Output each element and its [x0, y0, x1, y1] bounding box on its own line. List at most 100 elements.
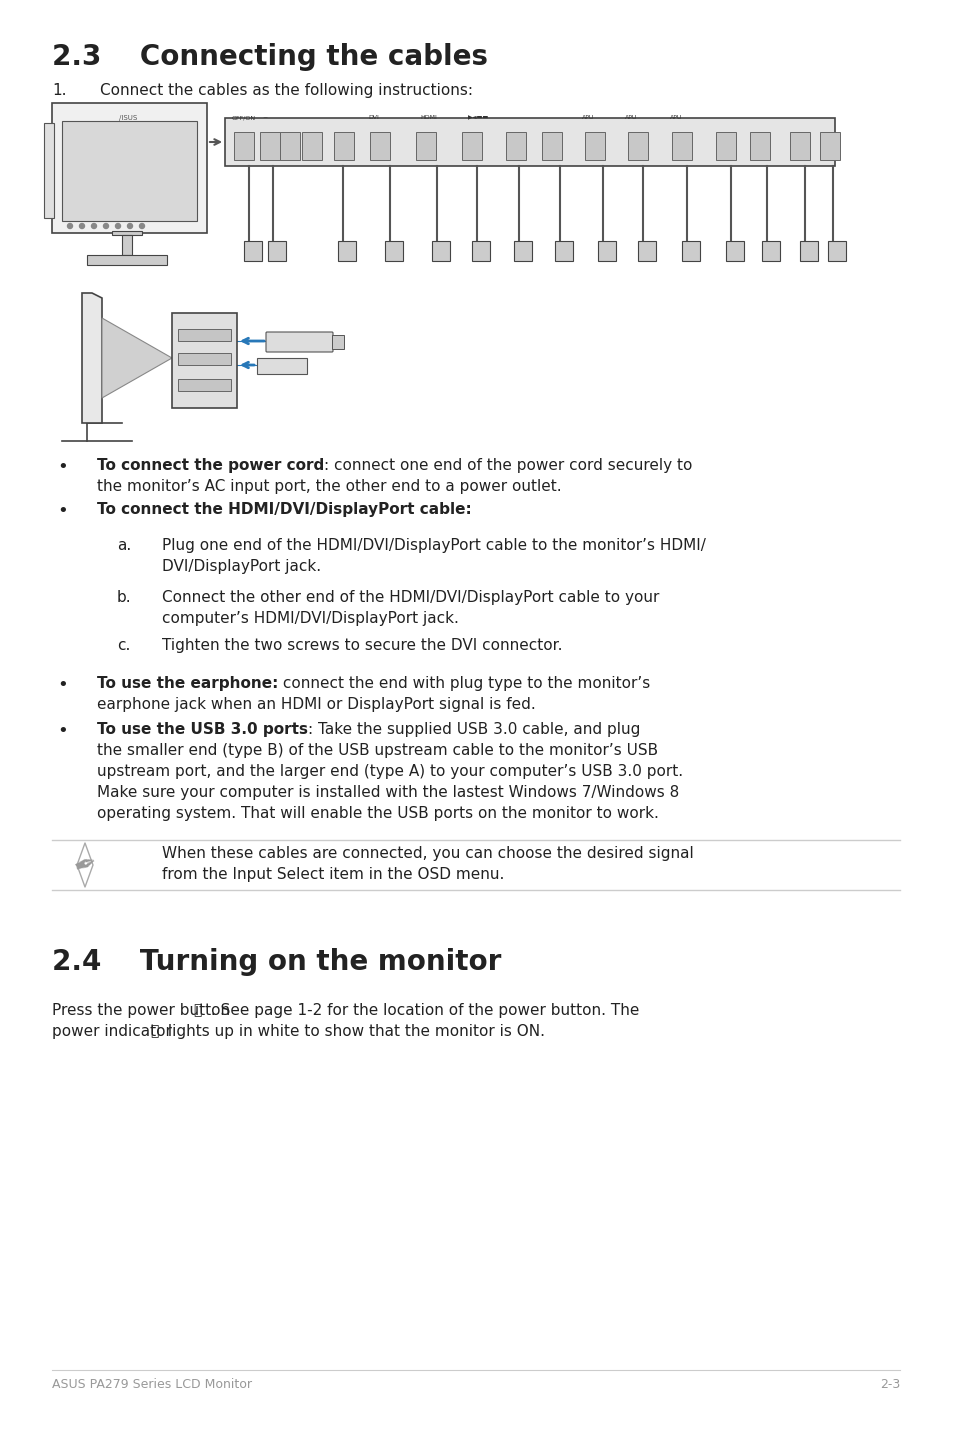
Bar	[233, 132, 253, 160]
Bar	[716, 132, 735, 160]
Text: To connect the power cord: To connect the power cord	[97, 457, 324, 473]
Text: To use the earphone:: To use the earphone:	[97, 676, 278, 692]
Bar	[416, 132, 436, 160]
Text: from the Input Select item in the OSD menu.: from the Input Select item in the OSD me…	[162, 867, 504, 881]
Text: To connect the HDMI/DVI/DisplayPort cable:: To connect the HDMI/DVI/DisplayPort cabl…	[97, 502, 471, 518]
Bar	[671, 132, 691, 160]
Text: 2-3: 2-3	[879, 1378, 899, 1391]
Text: upstream port, and the larger end (type A) to your computer’s USB 3.0 port.: upstream port, and the larger end (type …	[97, 764, 682, 779]
Text: Press the power button: Press the power button	[52, 1002, 234, 1018]
Text: Tighten the two screws to secure the DVI connector.: Tighten the two screws to secure the DVI…	[162, 638, 562, 653]
Bar	[584, 132, 604, 160]
Text: Connect the other end of the HDMI/DVI/DisplayPort cable to your: Connect the other end of the HDMI/DVI/Di…	[162, 590, 659, 605]
Circle shape	[79, 223, 85, 229]
Circle shape	[128, 223, 132, 229]
Circle shape	[139, 223, 144, 229]
Bar	[172, 313, 236, 408]
Bar	[178, 329, 231, 341]
Text: c.: c.	[117, 638, 131, 653]
Text: APU: APU	[624, 115, 637, 119]
Bar	[432, 242, 450, 262]
Text: computer’s HDMI/DVI/DisplayPort jack.: computer’s HDMI/DVI/DisplayPort jack.	[162, 611, 458, 626]
Text: . See page 1-2 for the location of the power button. The: . See page 1-2 for the location of the p…	[206, 1002, 639, 1018]
Bar	[472, 242, 490, 262]
Text: When these cables are connected, you can choose the desired signal: When these cables are connected, you can…	[162, 846, 693, 861]
Text: earphone jack when an HDMI or DisplayPort signal is fed.: earphone jack when an HDMI or DisplayPor…	[97, 697, 536, 712]
Text: Connect the cables as the following instructions:: Connect the cables as the following inst…	[100, 83, 473, 98]
Bar	[820, 132, 840, 160]
Text: ⏻: ⏻	[193, 1002, 202, 1017]
Bar	[827, 242, 845, 262]
Text: 2.4    Turning on the monitor: 2.4 Turning on the monitor	[52, 948, 501, 976]
Text: To use the USB 3.0 ports: To use the USB 3.0 ports	[97, 722, 308, 738]
Bar	[761, 242, 780, 262]
Bar	[178, 380, 231, 391]
Text: a.: a.	[117, 538, 132, 554]
Text: the smaller end (type B) of the USB upstream cable to the monitor’s USB: the smaller end (type B) of the USB upst…	[97, 743, 658, 758]
Bar	[337, 242, 355, 262]
Bar	[385, 242, 402, 262]
Circle shape	[68, 223, 72, 229]
Bar	[268, 242, 286, 262]
Bar	[62, 121, 196, 221]
Bar	[178, 352, 231, 365]
Bar	[370, 132, 390, 160]
Circle shape	[103, 223, 109, 229]
Bar	[334, 132, 354, 160]
Text: lights up in white to show that the monitor is ON.: lights up in white to show that the moni…	[163, 1024, 545, 1040]
Bar	[44, 124, 54, 219]
Bar	[332, 335, 344, 349]
Text: b.: b.	[117, 590, 132, 605]
Bar	[225, 118, 834, 165]
Bar	[122, 234, 132, 255]
Bar	[749, 132, 769, 160]
Text: ✒: ✒	[70, 848, 101, 881]
Text: : connect one end of the power cord securely to: : connect one end of the power cord secu…	[324, 457, 692, 473]
Text: 2.3    Connecting the cables: 2.3 Connecting the cables	[52, 43, 488, 70]
Bar	[725, 242, 743, 262]
Text: operating system. That will enable the USB ports on the monitor to work.: operating system. That will enable the U…	[97, 807, 659, 821]
Polygon shape	[102, 318, 172, 398]
Text: •: •	[57, 676, 68, 695]
Text: DVI: DVI	[368, 115, 378, 119]
Bar	[87, 255, 167, 265]
Bar	[800, 242, 817, 262]
Text: Plug one end of the HDMI/DVI/DisplayPort cable to the monitor’s HDMI/: Plug one end of the HDMI/DVI/DisplayPort…	[162, 538, 705, 554]
Bar	[555, 242, 573, 262]
Bar	[461, 132, 481, 160]
Bar	[505, 132, 525, 160]
Bar	[598, 242, 616, 262]
Circle shape	[115, 223, 120, 229]
Text: the monitor’s AC input port, the other end to a power outlet.: the monitor’s AC input port, the other e…	[97, 479, 561, 495]
Text: APU: APU	[581, 115, 594, 119]
Text: : Take the supplied USB 3.0 cable, and plug: : Take the supplied USB 3.0 cable, and p…	[308, 722, 639, 738]
Text: •: •	[57, 722, 68, 741]
Text: HDMI: HDMI	[419, 115, 436, 119]
Text: D---1: D---1	[265, 362, 278, 368]
Text: 1.: 1.	[52, 83, 67, 98]
Bar	[541, 132, 561, 160]
Bar	[244, 242, 262, 262]
Polygon shape	[82, 293, 102, 423]
Bar	[260, 132, 280, 160]
Text: ~: ~	[262, 115, 267, 119]
Text: •: •	[57, 457, 68, 476]
Text: ASUS PA279 Series LCD Monitor: ASUS PA279 Series LCD Monitor	[52, 1378, 252, 1391]
Text: DVI/DisplayPort jack.: DVI/DisplayPort jack.	[162, 559, 321, 574]
Bar	[681, 242, 700, 262]
Bar	[256, 358, 307, 374]
Bar	[280, 132, 299, 160]
Bar	[52, 104, 207, 233]
Bar	[302, 132, 322, 160]
Text: connect the end with plug type to the monitor’s: connect the end with plug type to the mo…	[278, 676, 650, 692]
Text: /ISUS: /ISUS	[119, 115, 137, 121]
Text: APU: APU	[669, 115, 681, 119]
Circle shape	[91, 223, 96, 229]
Bar	[627, 132, 647, 160]
FancyBboxPatch shape	[266, 332, 333, 352]
Bar	[514, 242, 532, 262]
Text: power indicator: power indicator	[52, 1024, 176, 1040]
Text: OFF/ON: OFF/ON	[232, 115, 255, 119]
Text: ▶◄▬▬: ▶◄▬▬	[468, 115, 489, 119]
Text: ⏻: ⏻	[151, 1024, 158, 1038]
